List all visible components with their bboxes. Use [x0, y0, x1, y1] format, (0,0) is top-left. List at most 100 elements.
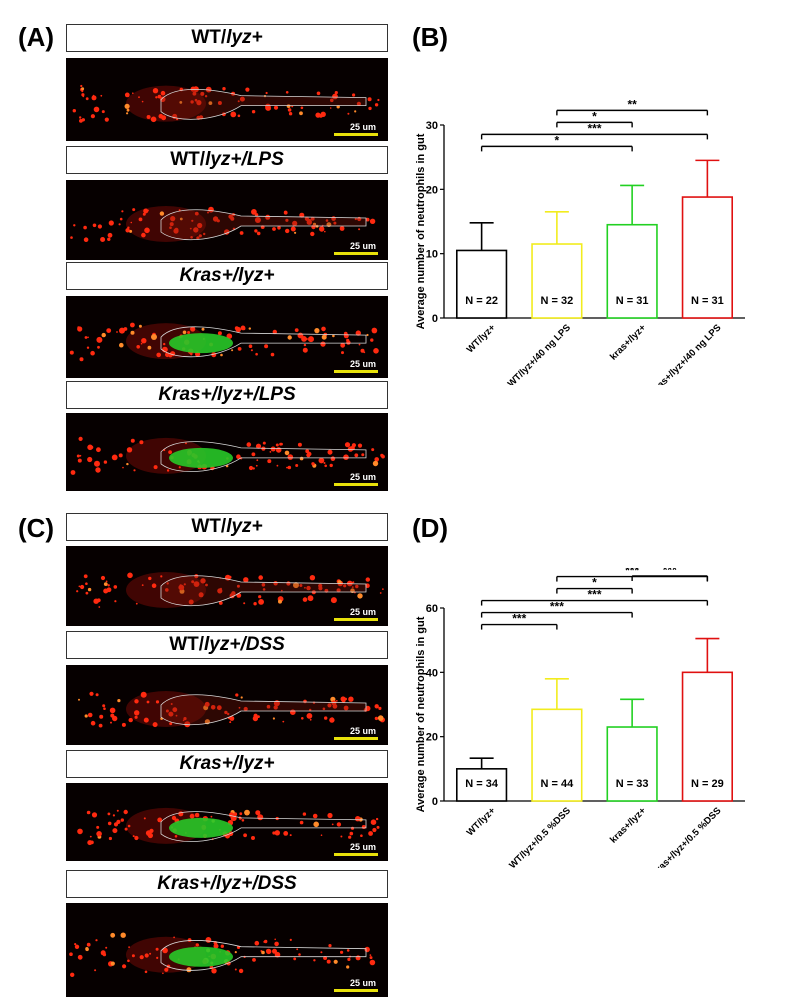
- neutrophil-dot: [300, 106, 304, 110]
- label-italic-text: lyz+/DSS: [204, 634, 285, 655]
- neutrophil-dot: [280, 442, 283, 446]
- neutrophil-dot: [141, 100, 144, 103]
- neutrophil-dot: [86, 346, 90, 349]
- neutrophil-dot: [313, 821, 319, 828]
- scale-bar: [334, 252, 378, 255]
- neutrophil-dot: [361, 825, 366, 829]
- y-tick-label: 0: [432, 313, 438, 325]
- neutrophil-dot: [243, 706, 248, 712]
- neutrophil-dot: [130, 221, 133, 224]
- label-italic-text: lyz+/LPS: [205, 149, 284, 170]
- neutrophil-dot: [96, 825, 100, 829]
- neutrophil-dot: [190, 326, 196, 332]
- neutrophil-dot: [267, 459, 272, 464]
- neutrophil-dot: [252, 467, 255, 470]
- neutrophil-dot: [220, 353, 223, 357]
- neutrophil-dot: [276, 464, 279, 467]
- neutrophil-dot: [227, 712, 230, 716]
- neutrophil-dot: [284, 450, 290, 456]
- neutrophil-dot: [131, 954, 135, 958]
- y-tick-label: 20: [426, 732, 438, 744]
- neutrophil-dot: [85, 582, 88, 585]
- neutrophil-dot: [116, 331, 118, 333]
- neutrophil-dot: [100, 94, 103, 97]
- neutrophil-dot: [310, 216, 315, 221]
- neutrophil-dot: [96, 447, 101, 453]
- neutrophil-dot: [91, 812, 98, 818]
- neutrophil-dot: [70, 236, 73, 239]
- neutrophil-dot: [323, 462, 326, 464]
- gut-outline: [160, 326, 367, 358]
- neutrophil-dot: [274, 938, 276, 941]
- neutrophil-dot: [371, 327, 377, 333]
- neutrophil-dot: [168, 450, 172, 454]
- neutrophil-dot: [256, 231, 261, 236]
- neutrophil-dot: [262, 441, 266, 445]
- neutrophil-dot: [172, 707, 178, 713]
- neutrophil-dot: [340, 835, 343, 838]
- neutrophil-dot: [198, 592, 204, 598]
- neutrophil-dot: [143, 208, 149, 214]
- neutrophil-dot: [239, 812, 243, 816]
- n-label: N = 29: [691, 778, 724, 790]
- kras-green-signal: [169, 333, 233, 354]
- neutrophil-dot: [147, 832, 153, 839]
- neutrophil-dot: [169, 226, 172, 229]
- neutrophil-dot: [358, 343, 361, 346]
- neutrophil-dot: [217, 331, 222, 336]
- neutrophil-dot: [270, 446, 276, 452]
- neutrophil-dot: [90, 720, 96, 726]
- panel-letter-d: (D): [412, 513, 449, 543]
- neutrophil-dot: [135, 602, 138, 605]
- panel-letter-c: (C): [18, 513, 55, 543]
- y-tick-label: 0: [432, 796, 438, 808]
- neutrophil-dot: [132, 835, 135, 838]
- neutrophil-dot: [144, 953, 149, 958]
- neutrophil-dot: [246, 442, 252, 447]
- neutrophil-dot: [348, 835, 352, 839]
- neutrophil-dot: [127, 572, 133, 579]
- neutrophil-dot: [151, 583, 157, 588]
- neutrophil-dot: [294, 231, 297, 234]
- neutrophil-dot: [105, 946, 108, 949]
- neutrophil-dot: [132, 92, 134, 94]
- neutrophil-dot: [196, 100, 202, 106]
- neutrophil-dot: [203, 232, 206, 236]
- scale-bar-label: 25 um: [349, 978, 376, 988]
- neutrophil-dot: [112, 814, 115, 817]
- neutrophil-dot: [124, 92, 130, 98]
- neutrophil-dot: [95, 693, 99, 697]
- neutrophil-dot: [329, 717, 335, 723]
- neutrophil-dot: [204, 701, 210, 707]
- n-label: N = 32: [541, 295, 574, 307]
- scale-bar-label: 25 um: [349, 359, 376, 369]
- neutrophil-dot: [226, 333, 233, 339]
- neutrophil-dot: [329, 463, 333, 468]
- neutrophil-dot: [169, 222, 174, 227]
- neutrophil-dot: [352, 93, 356, 97]
- neutrophil-dot: [183, 717, 187, 721]
- neutrophil-dot: [77, 954, 83, 960]
- fluorescence-image: 25 um: [66, 903, 388, 997]
- neutrophil-dot: [297, 332, 304, 339]
- n-label: N = 22: [465, 295, 498, 307]
- neutrophil-dot: [190, 236, 193, 239]
- neutrophil-dot: [327, 703, 332, 708]
- gut-outline: [160, 811, 367, 842]
- neutrophil-dot: [205, 583, 208, 587]
- neutrophil-dot: [189, 813, 195, 819]
- neutrophil-dot: [73, 224, 76, 227]
- neutrophil-dot: [194, 574, 199, 579]
- category-label: WT/lyz+/40 ng LPS: [506, 322, 573, 385]
- neutrophil-dot: [151, 334, 157, 340]
- neutrophil-dot: [369, 218, 376, 224]
- neutrophil-dot: [368, 106, 372, 111]
- neutrophil-dot: [149, 828, 154, 833]
- neutrophil-dot: [102, 704, 106, 708]
- neutrophil-dot: [229, 716, 235, 721]
- neutrophil-dot: [358, 228, 361, 231]
- neutrophil-dot: [253, 602, 257, 606]
- category-label: kras+/lyz+: [608, 322, 649, 363]
- neutrophil-dot: [304, 586, 306, 589]
- neutrophil-dot: [340, 950, 344, 954]
